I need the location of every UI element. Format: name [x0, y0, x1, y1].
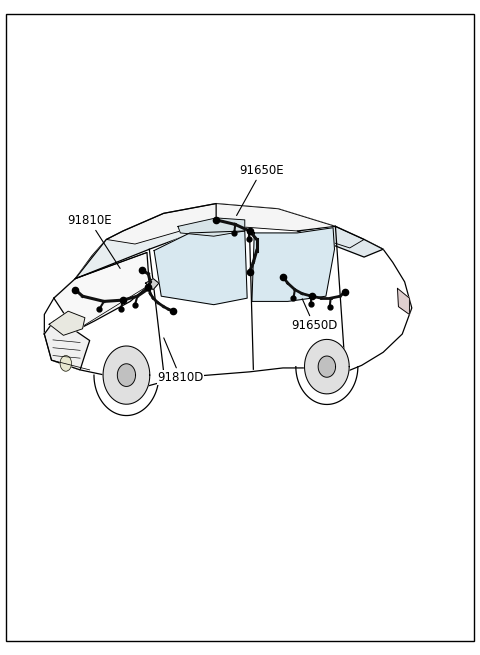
Polygon shape [103, 346, 150, 404]
Polygon shape [252, 228, 335, 301]
Polygon shape [318, 356, 336, 377]
Polygon shape [49, 311, 85, 335]
Polygon shape [397, 288, 409, 314]
Polygon shape [178, 218, 245, 236]
Polygon shape [304, 339, 349, 394]
Polygon shape [154, 231, 247, 305]
Polygon shape [75, 204, 216, 278]
Text: 91650E: 91650E [237, 164, 284, 215]
Text: 91810D: 91810D [157, 338, 204, 384]
Polygon shape [54, 252, 149, 331]
Polygon shape [107, 204, 364, 248]
Polygon shape [297, 227, 383, 257]
Text: 91650D: 91650D [291, 299, 337, 332]
Polygon shape [44, 321, 90, 370]
Polygon shape [145, 278, 159, 290]
Text: 91810E: 91810E [67, 214, 120, 269]
Polygon shape [117, 364, 135, 386]
Circle shape [60, 356, 72, 371]
Polygon shape [44, 204, 412, 388]
